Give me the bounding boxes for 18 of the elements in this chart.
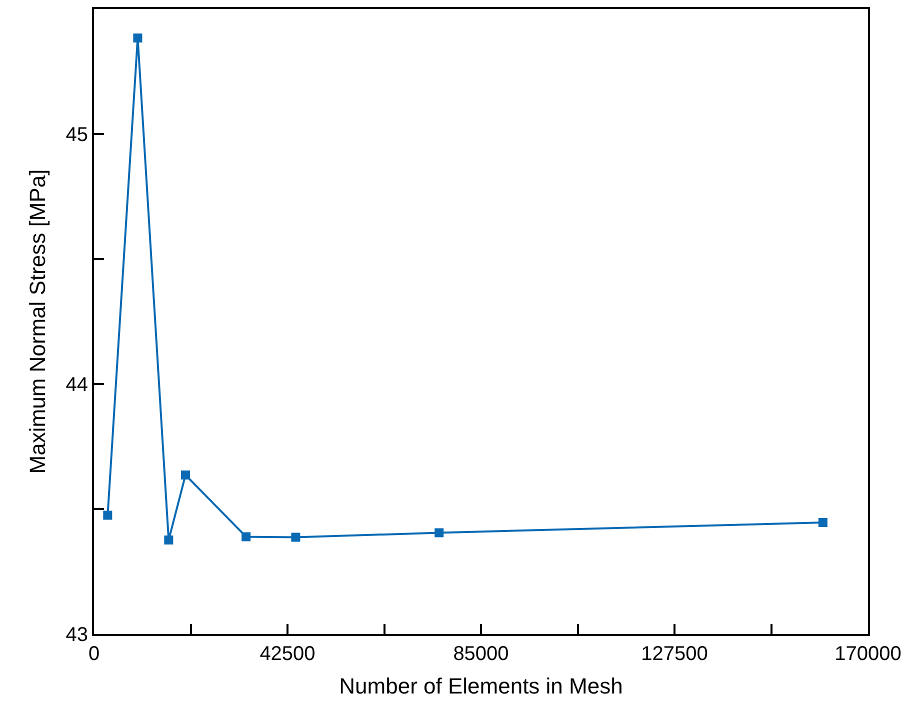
- y-axis-title: Maximum Normal Stress [MPa]: [25, 169, 50, 474]
- point: [164, 536, 174, 544]
- x-tick-label: 42500: [260, 643, 316, 665]
- x-tick-label: 127500: [641, 643, 708, 665]
- y-tick-label: 45: [66, 124, 88, 146]
- y-tick-label: 43: [66, 624, 88, 646]
- x-tick-label: 0: [88, 643, 100, 665]
- point: [133, 34, 142, 42]
- x-tick-label: 85000: [453, 643, 509, 665]
- x-axis-title: Number of Elements in Mesh: [339, 673, 623, 698]
- point: [291, 532, 300, 542]
- point: [103, 510, 112, 520]
- point: [434, 528, 444, 538]
- point: [181, 470, 190, 480]
- point: [242, 532, 251, 542]
- x-tick-label: 170000: [834, 643, 902, 665]
- point: [818, 518, 828, 527]
- y-tick-label: 44: [66, 374, 88, 396]
